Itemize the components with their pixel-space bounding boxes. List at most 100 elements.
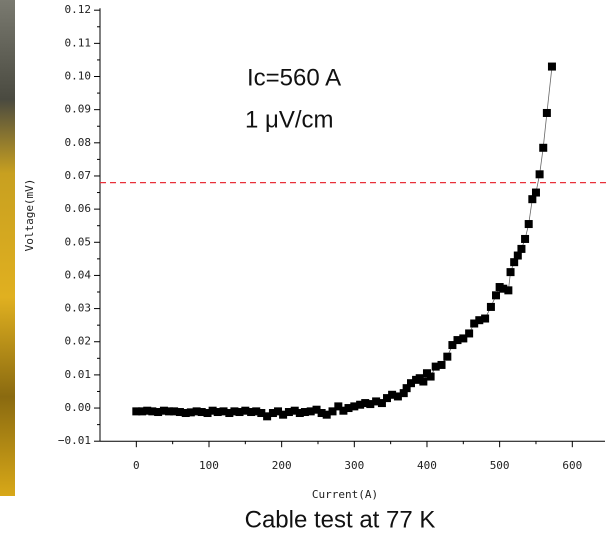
x-tick-label: 200 (272, 459, 292, 472)
point (535, 170, 544, 179)
point (470, 319, 479, 328)
y-axis-label: Voltage(mV) (23, 179, 36, 252)
point (383, 394, 392, 403)
point (334, 402, 343, 411)
point (295, 409, 304, 418)
point (213, 408, 222, 417)
x-tick-label: 500 (490, 459, 510, 472)
point (547, 62, 556, 71)
point (521, 234, 530, 243)
point (300, 408, 309, 417)
point (481, 314, 490, 323)
caption: Cable test at 77 K (245, 506, 436, 533)
point (317, 409, 326, 418)
point (372, 397, 381, 406)
point (406, 379, 415, 388)
point (443, 352, 452, 361)
point (235, 408, 244, 417)
point (465, 329, 474, 338)
y-tick-label: 0.09 (65, 103, 92, 116)
point (247, 408, 256, 417)
point (492, 291, 501, 300)
point (448, 341, 457, 350)
point (388, 390, 397, 399)
point (531, 188, 540, 197)
y-tick-label: 0.04 (65, 268, 92, 281)
point (542, 108, 551, 117)
point (257, 409, 266, 418)
point (143, 406, 152, 415)
point (306, 407, 315, 416)
point (170, 407, 179, 416)
point (241, 406, 250, 415)
point (181, 409, 190, 418)
y-tick-label: 0.10 (65, 70, 92, 83)
point (279, 410, 288, 419)
point (219, 407, 228, 416)
point (138, 407, 147, 416)
point (175, 408, 184, 417)
point (356, 400, 365, 409)
point (148, 407, 157, 416)
point (361, 399, 370, 408)
point (513, 251, 522, 260)
point (402, 384, 411, 393)
point (192, 407, 201, 416)
point (419, 377, 428, 386)
x-axis-label: Current(A) (312, 488, 378, 501)
y-tick-label: 0.08 (65, 136, 92, 149)
annotation: 1 μV/cm (245, 106, 334, 133)
y-tick-label: 0.12 (65, 3, 92, 16)
point (453, 336, 462, 345)
y-tick-label: 0.02 (65, 335, 92, 348)
point (486, 302, 495, 311)
point (459, 334, 468, 343)
point (203, 409, 212, 418)
point (197, 408, 206, 417)
point (252, 407, 261, 416)
point (377, 399, 386, 408)
point (499, 284, 508, 293)
point (339, 406, 348, 415)
point (366, 400, 375, 409)
point (524, 220, 533, 229)
point (350, 402, 359, 411)
point (230, 407, 239, 416)
x-tick-label: 400 (417, 459, 437, 472)
point (154, 408, 163, 417)
point (322, 410, 331, 419)
annotation: Ic=560 A (247, 64, 341, 91)
point (165, 407, 174, 416)
point (399, 389, 408, 398)
point (437, 360, 446, 369)
point (263, 412, 272, 421)
y-tick-label: 0.11 (65, 36, 92, 49)
point (393, 392, 402, 401)
point (510, 258, 519, 267)
point (528, 195, 537, 204)
photo-strip (0, 0, 15, 496)
series-line (136, 66, 553, 417)
point (312, 405, 321, 414)
x-tick-label: 0 (133, 459, 140, 472)
y-tick-label: 0.01 (65, 368, 92, 381)
point (225, 409, 234, 418)
point (431, 362, 440, 371)
y-tick-label: 0.05 (65, 235, 92, 248)
point (328, 407, 337, 416)
y-tick-label: −0.01 (58, 434, 91, 447)
point (506, 268, 515, 277)
y-tick-label: 0.06 (65, 202, 92, 215)
point (159, 406, 168, 415)
point (426, 372, 435, 381)
x-tick-label: 600 (562, 459, 582, 472)
point (539, 143, 548, 152)
y-tick-label: 0.07 (65, 169, 92, 182)
point (290, 406, 299, 415)
point (268, 409, 277, 418)
point (284, 408, 293, 417)
x-tick-label: 300 (344, 459, 364, 472)
y-tick-label: 0.00 (65, 401, 92, 414)
